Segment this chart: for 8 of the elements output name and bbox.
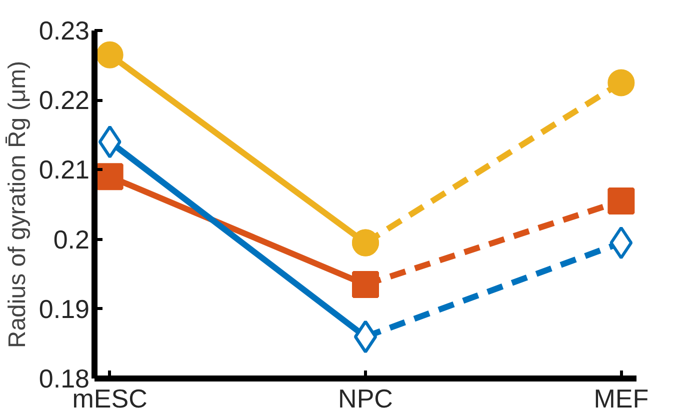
x-tick-label: NPC — [338, 384, 393, 414]
y-tick-label: 0.21 — [38, 154, 90, 185]
x-tick-label: MEF — [594, 384, 649, 414]
y-tick-label: 0.2 — [53, 224, 90, 254]
y-tick-label: 0.22 — [38, 85, 90, 116]
y-tick-label: 0.23 — [38, 16, 90, 46]
y-axis-title: Radius of gyration R̄g (μm) — [4, 60, 31, 348]
y-tick-label: 0.19 — [38, 294, 90, 324]
